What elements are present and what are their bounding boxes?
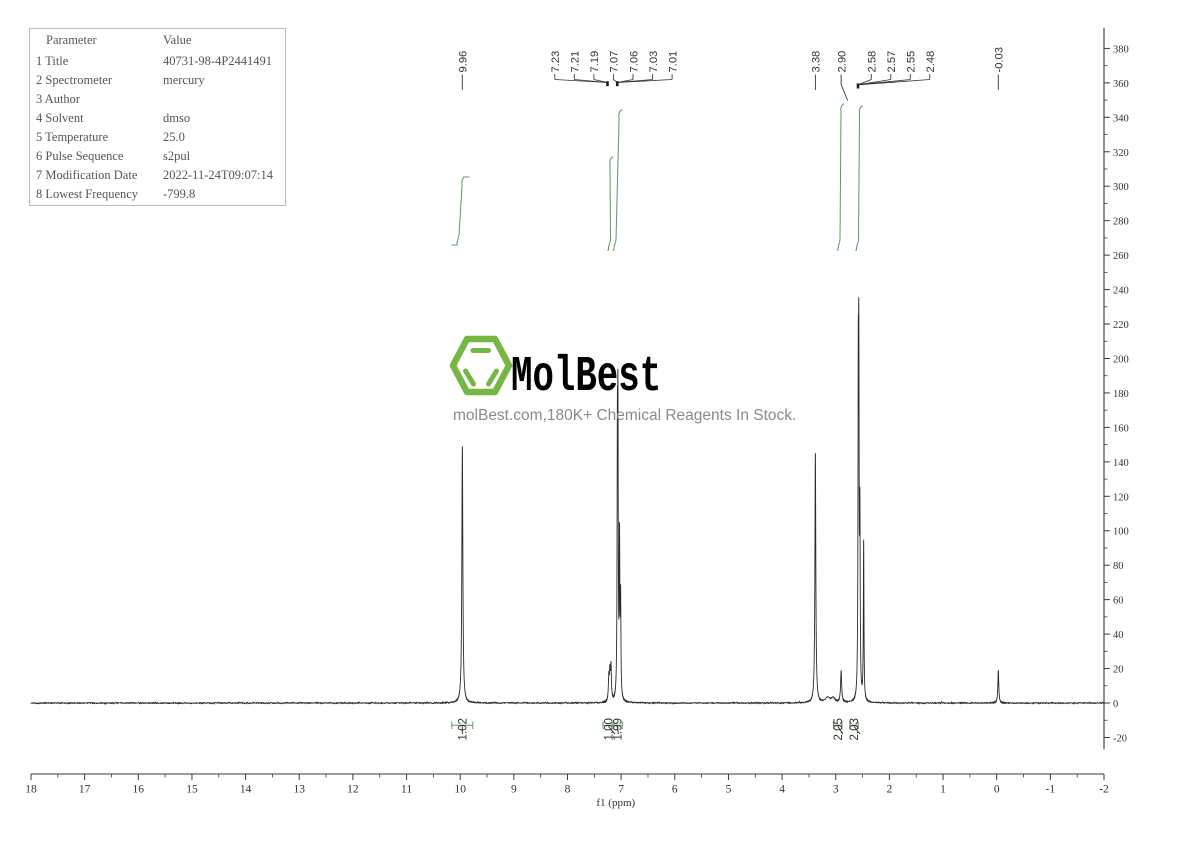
svg-text:molBest.com,180K+ Chemical Rea: molBest.com,180K+ Chemical Reagents In S… bbox=[453, 407, 796, 424]
svg-text:MolBest: MolBest bbox=[511, 350, 661, 406]
